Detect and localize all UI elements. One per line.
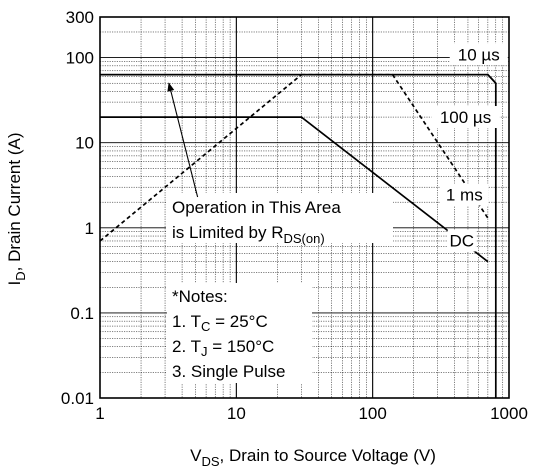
series-label: 10 µs: [458, 45, 500, 64]
x-tick-label: 1000: [490, 404, 528, 423]
operation-line-1: Operation in This Area: [172, 198, 341, 217]
y-tick-label: 0.01: [61, 389, 94, 408]
y-tick-label: 300: [66, 8, 94, 27]
series-labels: 10 µs 100 µs 1 ms DC: [431, 43, 508, 252]
operation-line-2-sub: DS(on): [283, 231, 324, 246]
notes-title: *Notes:: [172, 287, 228, 306]
plot-frame: [99, 16, 510, 399]
series-label: 100 µs: [440, 108, 491, 127]
notes-bg: [167, 283, 312, 383]
series-label: DC: [449, 231, 474, 250]
series-10-s: [100, 73, 497, 84]
operation-line-2-prefix: is Limited by R: [172, 223, 283, 242]
y-tick-label: 0.1: [70, 304, 94, 323]
series-dc: [100, 116, 489, 263]
x-axis-label: VDS, Drain to Source Voltage (V): [190, 446, 436, 469]
series-label-bg: [431, 106, 500, 129]
note-1: 1. TC = 25°C: [172, 312, 268, 334]
series-label-bg: [447, 229, 476, 252]
note-3: 3. Single Pulse: [172, 362, 285, 381]
series-label: 1 ms: [446, 186, 483, 205]
y-axis-label: ID, Drain Current (A): [5, 133, 28, 286]
operation-annotation: Operation in This Area is Limited by RDS…: [166, 82, 393, 246]
operation-annotation-bg: [166, 193, 393, 243]
y-tick-label: 100: [66, 49, 94, 68]
x-tick-label: 10: [227, 404, 246, 423]
y-tick-label: 10: [75, 134, 94, 153]
series-100-s: [100, 73, 497, 84]
operation-line-2: is Limited by RDS(on): [172, 223, 325, 246]
series-label-bg: [440, 183, 489, 206]
y-tick-label: 1: [85, 219, 94, 238]
series-1-ms: [301, 73, 489, 219]
x-tick-label: 1: [95, 404, 104, 423]
note-2: 2. TJ = 150°C: [172, 337, 274, 359]
series-label-bg: [449, 43, 508, 66]
series-lines: [100, 73, 497, 398]
operation-arrow: [167, 82, 199, 198]
series-r-ds-on-limit: [100, 74, 302, 242]
notes: *Notes: 1. TC = 25°C 2. TJ = 150°C 3. Si…: [167, 283, 312, 383]
x-tick-label: 100: [358, 404, 386, 423]
tick-labels: 1 10 100 1000 0.01 0.1 1 10 100 300: [61, 8, 528, 423]
